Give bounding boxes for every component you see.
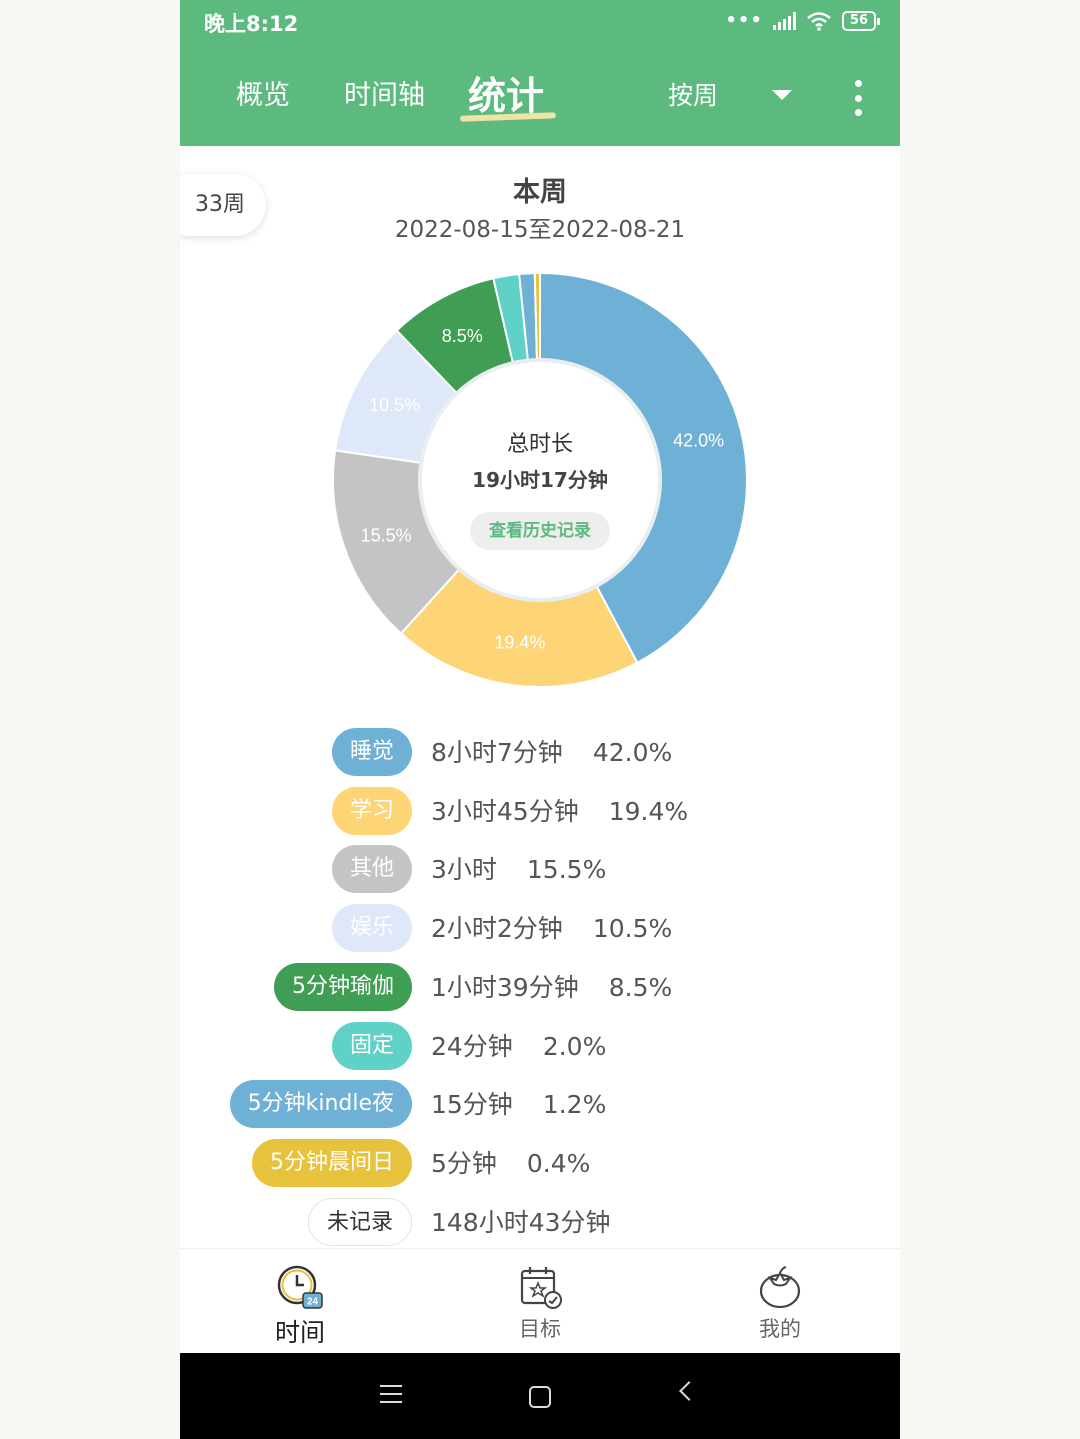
category-stats: 5分钟 0.4% — [431, 1139, 590, 1189]
category-row[interactable]: 未记录 148小时43分钟 — [180, 1197, 900, 1248]
category-row[interactable]: 5分钟kindle夜 15分钟 1.2% — [180, 1080, 900, 1130]
category-duration: 8小时7分钟 — [431, 738, 563, 767]
category-duration: 24分钟 — [431, 1031, 513, 1061]
nav-item-time[interactable]: 24 时间 — [240, 1263, 360, 1349]
category-tag[interactable]: 5分钟瑜伽 — [274, 962, 412, 1011]
dropdown-arrow-icon[interactable] — [772, 90, 792, 100]
category-duration: 3小时 — [431, 855, 497, 885]
category-row[interactable]: 睡觉 8小时7分钟 42.0% — [180, 728, 900, 778]
category-tag[interactable]: 娱乐 — [331, 904, 412, 953]
category-percent: 10.5% — [592, 914, 673, 944]
category-row[interactable]: 5分钟晨间日 5分钟 0.4% — [180, 1138, 900, 1189]
recent-apps-icon[interactable] — [380, 1385, 402, 1409]
nav-label-mine: 我的 — [759, 1317, 801, 1341]
total-label: 总时长 — [506, 432, 573, 457]
period-select[interactable]: 按周 — [668, 81, 719, 110]
category-percent: 8.5% — [608, 972, 673, 1002]
category-row[interactable]: 娱乐 2小时2分钟 10.5% — [180, 904, 900, 954]
battery-icon: 56 — [841, 10, 881, 31]
tab-timeline[interactable]: 时间轴 — [344, 80, 425, 111]
category-duration: 3小时45分钟 — [431, 796, 579, 826]
category-stats: 3小时45分钟 19.4% — [431, 787, 688, 837]
category-percent: 42.0% — [592, 738, 673, 767]
more-vert-icon[interactable] — [852, 80, 864, 116]
category-duration: 5分钟 — [431, 1148, 497, 1178]
category-tag[interactable]: 学习 — [331, 786, 412, 835]
svg-text:24: 24 — [307, 1297, 319, 1308]
clock-24-icon: 24 — [277, 1265, 323, 1309]
status-icons: ••• 56 — [725, 10, 881, 31]
category-row[interactable]: 学习 3小时45分钟 19.4% — [180, 786, 900, 837]
phone-screen: 晚上8:12 ••• 56 概览 时间轴 统计 按周 33周 本周 2022- — [180, 0, 900, 1439]
category-tag[interactable]: 固定 — [331, 1021, 412, 1070]
category-row[interactable]: 5分钟瑜伽 1小时39分钟 8.5% — [180, 962, 900, 1013]
more-dots-icon: ••• — [725, 10, 763, 31]
top-tabs: 概览 时间轴 统计 按周 — [180, 70, 900, 126]
category-stats: 15分钟 1.2% — [431, 1080, 606, 1130]
tomato-icon — [759, 1266, 801, 1309]
date-range: 2022-08-15至2022-08-21 — [394, 217, 686, 243]
category-duration: 15分钟 — [431, 1090, 513, 1120]
category-duration: 148小时43分钟 — [431, 1207, 611, 1237]
category-percent: 1.2% — [542, 1090, 607, 1120]
category-tag[interactable]: 5分钟晨间日 — [252, 1138, 412, 1187]
system-nav-bar — [180, 1353, 900, 1439]
week-number-button[interactable]: 33周 — [180, 174, 266, 236]
home-icon[interactable] — [529, 1386, 551, 1408]
nav-label-time: 时间 — [274, 1318, 325, 1347]
category-tag[interactable]: 其他 — [331, 845, 412, 894]
slice-label: 8.5% — [442, 326, 483, 346]
wifi-icon — [807, 11, 831, 31]
donut-chart[interactable]: 42.0% 19.4% 15.5% 10.5% 8.5% — [330, 270, 750, 690]
nav-label-goal: 目标 — [519, 1317, 561, 1341]
status-time: 晚上8:12 — [204, 12, 299, 36]
category-percent: 2.0% — [542, 1031, 607, 1061]
category-percent: 0.4% — [526, 1148, 591, 1178]
category-duration: 1小时39分钟 — [431, 972, 579, 1002]
nav-item-mine[interactable]: 我的 — [720, 1263, 840, 1343]
category-stats: 8小时7分钟 42.0% — [431, 728, 672, 778]
category-row[interactable]: 固定 24分钟 2.0% — [180, 1021, 900, 1072]
history-button[interactable]: 查看历史记录 — [470, 512, 610, 550]
back-icon[interactable] — [679, 1381, 699, 1401]
slice-label: 15.5% — [361, 525, 412, 545]
category-stats: 148小时43分钟 — [431, 1198, 611, 1248]
category-duration: 2小时2分钟 — [431, 914, 563, 944]
category-tag[interactable]: 未记录 — [307, 1197, 412, 1246]
calendar-star-icon — [520, 1267, 562, 1309]
category-tag[interactable]: 5分钟kindle夜 — [229, 1080, 412, 1129]
bottom-nav: 24 时间 目标 我的 — [180, 1248, 900, 1353]
app-header: 晚上8:12 ••• 56 概览 时间轴 统计 按周 — [180, 0, 900, 146]
tab-stats[interactable]: 统计 — [468, 74, 545, 118]
category-stats: 24分钟 2.0% — [431, 1022, 606, 1072]
slice-label: 10.5% — [369, 395, 420, 415]
tab-overview[interactable]: 概览 — [236, 80, 290, 111]
category-tag[interactable]: 睡觉 — [331, 728, 412, 776]
period-title: 本周 — [513, 177, 567, 208]
category-stats: 2小时2分钟 10.5% — [431, 904, 672, 954]
category-stats: 3小时 15.5% — [431, 845, 606, 895]
slice-label: 19.4% — [494, 632, 545, 652]
category-percent: 15.5% — [526, 855, 607, 885]
nav-item-goal[interactable]: 目标 — [480, 1263, 600, 1343]
category-stats: 1小时39分钟 8.5% — [431, 963, 672, 1013]
total-duration: 19小时17分钟 — [472, 468, 608, 492]
category-percent: 19.4% — [608, 796, 689, 826]
category-row[interactable]: 其他 3小时 15.5% — [180, 845, 900, 895]
signal-icon — [772, 11, 796, 30]
slice-label: 42.0% — [673, 430, 724, 450]
